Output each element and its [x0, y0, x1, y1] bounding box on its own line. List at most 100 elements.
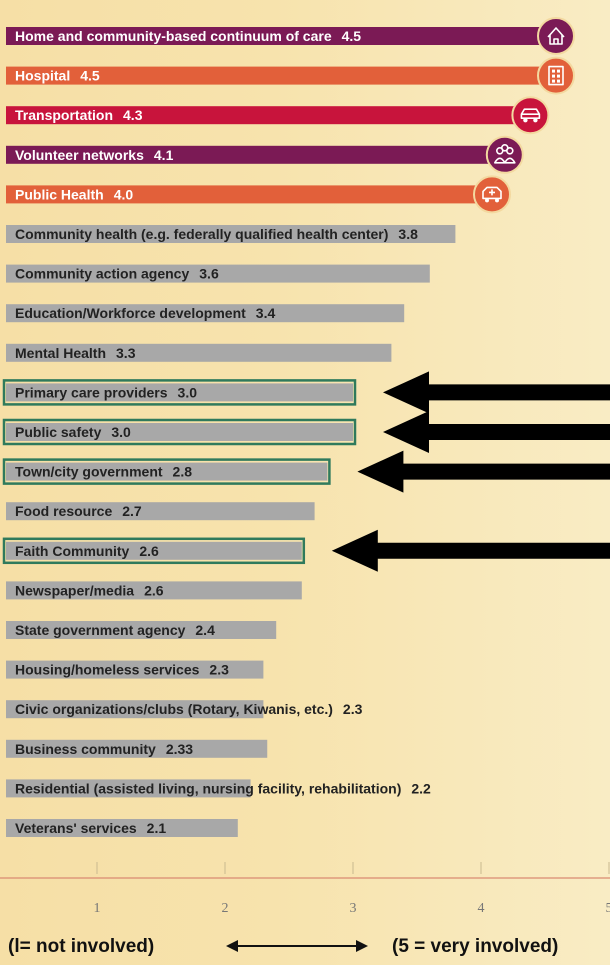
- bar: [6, 423, 353, 441]
- pointer-arrow: [383, 411, 610, 453]
- bar-highlight-frame: [2, 418, 357, 446]
- ambulance-icon: [473, 175, 511, 214]
- x-axis: 1 2 3 4 5: [0, 862, 610, 916]
- people-group-icon: [485, 135, 524, 174]
- bar: [6, 819, 238, 837]
- bar: [6, 106, 520, 125]
- bar-highlight-frame: [2, 537, 306, 565]
- x-tick-label: 5: [606, 901, 610, 916]
- bar-row: Food resource 2.7: [6, 502, 315, 521]
- bar-label: Newspaper/media 2.6: [15, 582, 164, 598]
- bar: [6, 264, 430, 283]
- bar-row: Public Health 4.0: [6, 185, 481, 204]
- highlight-arrows: [331, 371, 610, 572]
- bar-row: Community action agency 3.6: [6, 264, 430, 283]
- bar-label: Public safety 3.0: [15, 424, 131, 440]
- bar-series: Home and community-based continuum of ca…: [2, 27, 545, 837]
- bar: [6, 700, 264, 719]
- bar-label: Community health (e.g. federally qualifi…: [15, 226, 418, 242]
- bar-row: Business community 2.33: [6, 739, 268, 758]
- pointer-arrow: [383, 371, 610, 414]
- x-tick-label: 2: [222, 901, 229, 916]
- bar-value-label: 2.4: [195, 622, 215, 638]
- bar-label: Community action agency 3.6: [15, 266, 219, 282]
- bar-label: Food resource 2.7: [15, 503, 142, 519]
- bar: [6, 66, 545, 85]
- bar-highlight-frame: [2, 379, 357, 406]
- bar-label: Civic organizations/clubs (Rotary, Kiwan…: [15, 701, 363, 717]
- hospital-building-icon: [537, 56, 575, 95]
- car-icon: [511, 96, 550, 135]
- bar-row: Education/Workforce development 3.4: [6, 304, 405, 323]
- bar: [6, 145, 494, 164]
- bar: [6, 779, 251, 798]
- bar-icons: [473, 17, 575, 214]
- bar-row: Community health (e.g. federally qualifi…: [6, 225, 456, 243]
- bar-value-label: 2.6: [139, 543, 159, 559]
- double-arrow-icon: [226, 940, 368, 952]
- bar-value-label: 3.0: [111, 424, 131, 440]
- bar-value-label: 2.3: [343, 701, 363, 717]
- bar-label: Volunteer networks 4.1: [15, 147, 174, 163]
- bar: [6, 383, 353, 402]
- bar: [6, 462, 328, 481]
- bar-row: Volunteer networks 4.1: [6, 145, 494, 164]
- bar-label: Town/city government 2.8: [15, 464, 192, 480]
- bar-label: State government agency 2.4: [15, 622, 215, 638]
- bar-row: Faith Community 2.6: [2, 537, 306, 565]
- bar-row: Hospital 4.5: [6, 66, 545, 85]
- bar-value-label: 2.7: [122, 503, 142, 519]
- bar-row: Housing/homeless services 2.3: [6, 660, 264, 679]
- x-tick-label: 1: [94, 901, 101, 916]
- bar-row: Primary care providers 3.0: [2, 379, 357, 406]
- bar-value-label: 2.3: [209, 662, 229, 678]
- bar-value-label: 4.3: [123, 107, 143, 123]
- bar-value-label: 4.1: [154, 147, 174, 163]
- bar-label: Mental Health 3.3: [15, 345, 136, 361]
- bar-value-label: 4.5: [80, 68, 100, 84]
- bar-label: Public Health 4.0: [15, 186, 133, 202]
- scale-min-label: (l= not involved): [8, 936, 155, 957]
- bar-value-label: 3.6: [199, 266, 219, 282]
- bar-value-label: 2.6: [144, 582, 164, 598]
- bar-row: Transportation 4.3: [6, 106, 520, 125]
- scale-legend: (l= not involved) (5 = very involved): [0, 930, 610, 965]
- bar: [6, 581, 302, 600]
- pointer-arrow: [331, 529, 610, 572]
- bar-row: Residential (assisted living, nursing fa…: [6, 779, 431, 798]
- bar-label: Education/Workforce development 3.4: [15, 305, 275, 321]
- bar: [6, 660, 264, 679]
- bar-label: Home and community-based continuum of ca…: [15, 28, 361, 44]
- bar-label: Veterans' services 2.1: [15, 820, 166, 836]
- bar-row: Newspaper/media 2.6: [6, 581, 302, 600]
- bar: [6, 185, 481, 204]
- house-icon: [537, 17, 575, 55]
- bar-row: Mental Health 3.3: [6, 343, 392, 362]
- pointer-arrow: [357, 450, 610, 493]
- bar-value-label: 4.0: [114, 186, 134, 202]
- bar-label: Business community 2.33: [15, 741, 193, 757]
- bar-label: Hospital 4.5: [15, 68, 100, 84]
- bar: [6, 27, 545, 45]
- bar-row: Veterans' services 2.1: [6, 819, 238, 837]
- bar-value-label: 3.4: [256, 305, 276, 321]
- bar-label: Housing/homeless services 2.3: [15, 662, 229, 678]
- bar: [6, 502, 315, 521]
- bar: [6, 304, 405, 323]
- bar-row: Civic organizations/clubs (Rotary, Kiwan…: [6, 700, 363, 719]
- bar-row: Home and community-based continuum of ca…: [6, 27, 545, 45]
- bar-value-label: 2.33: [166, 741, 193, 757]
- bar-row: State government agency 2.4: [6, 621, 277, 639]
- bar: [6, 739, 268, 758]
- bar-value-label: 3.3: [116, 345, 136, 361]
- bar-value-label: 3.8: [398, 226, 418, 242]
- bar-row: Town/city government 2.8: [2, 458, 331, 485]
- bar: [6, 343, 392, 362]
- bar-row: Public safety 3.0: [2, 418, 357, 446]
- bar-value-label: 4.5: [342, 28, 362, 44]
- bar: [6, 541, 302, 560]
- bar: [6, 621, 277, 639]
- bar: [6, 225, 456, 243]
- bar-value-label: 2.8: [173, 464, 193, 480]
